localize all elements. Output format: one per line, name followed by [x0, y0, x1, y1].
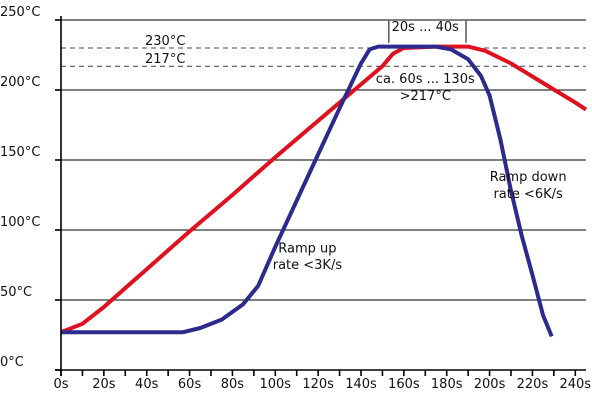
ref-label-217: 217°C [145, 52, 185, 67]
annotation-6: Ramp up [278, 241, 336, 256]
y-tick-label-250: 250°C [0, 5, 40, 20]
series-line-1 [60, 44, 588, 335]
grid-layer [61, 19, 586, 301]
annotation-5: rate <6K/s [493, 187, 563, 202]
ref-label-230: 230°C [145, 34, 185, 49]
x-tick-label-160: 160s [388, 377, 420, 392]
x-tick-label-220: 220s [517, 377, 549, 392]
x-tick-label-0: 0s [53, 377, 68, 392]
x-tick-label-20: 20s [92, 377, 116, 392]
y-tick-label-50: 50°C [0, 285, 32, 300]
x-tick-label-40: 40s [135, 377, 159, 392]
annotation-3: >217°C [400, 89, 451, 104]
series-layer [60, 44, 588, 338]
x-tick-label-140: 140s [345, 377, 377, 392]
x-tick-label-200: 200s [474, 377, 506, 392]
x-tick-label-240: 240s [559, 377, 591, 392]
x-tick-label-60: 60s [178, 377, 202, 392]
y-tick-label-150: 150°C [0, 145, 40, 160]
annotation-1: 20s ... 40s [392, 20, 460, 35]
y-tick-label-100: 100°C [0, 215, 40, 230]
annotations: 20s ... 40s ca. 60s ... 130s >217°C Ramp do… [273, 20, 567, 273]
annotation-4: Ramp down [490, 170, 567, 185]
x-tick-label-120: 120s [302, 377, 334, 392]
x-tick-label-180: 180s [431, 377, 463, 392]
axes: 0°C 50°C 100°C 150°C 200°C 250°C 0s 20s 40s 60s 80… [0, 5, 591, 392]
annotation-7: rate <3K/s [273, 258, 343, 273]
x-tick-label-100: 100s [259, 377, 291, 392]
series-line-2 [61, 44, 554, 338]
reference-lines: 230°C 217°C [61, 34, 586, 67]
x-tick-label-80: 80s [221, 377, 245, 392]
y-tick-label-0: 0°C [0, 355, 24, 370]
annotation-2: ca. 60s ... 130s [376, 72, 475, 87]
y-tick-label-200: 200°C [0, 75, 40, 90]
